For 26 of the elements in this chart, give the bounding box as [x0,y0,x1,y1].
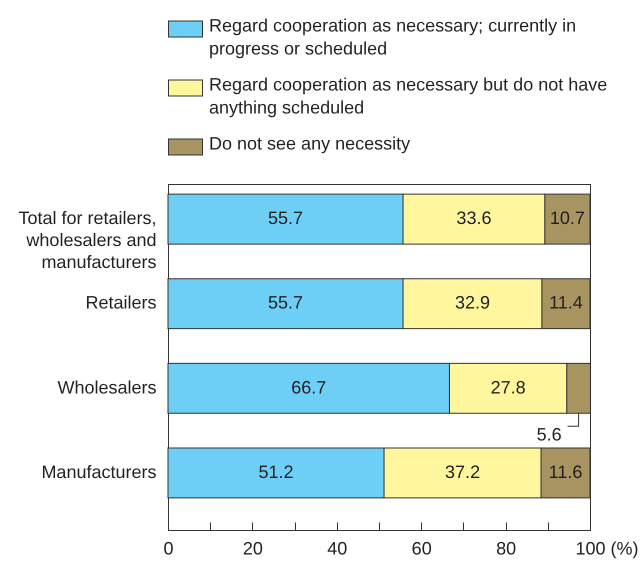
data-label: 11.4 [549,292,583,313]
y-tick-label: Total for retailers, wholesalers and manufacturers [18,208,156,272]
x-tick-label: 40 [327,538,348,558]
x-tick-label: 20 [242,538,263,558]
data-label: 66.7 [291,377,326,398]
data-label: 55.7 [268,208,304,228]
legend-label: Regard cooperation as necessary; currently in progress or scheduled [209,16,576,58]
data-label: 11.6 [548,462,582,482]
legend-label: Do not see any necessity [209,134,410,154]
data-label: 37.2 [445,462,480,482]
data-label: 32.9 [454,292,490,313]
data-label: 55.7 [268,292,304,313]
y-tick-label: Wholesalers [57,377,156,398]
legend-label: Regard cooperation as necessary but do not have anything scheduled [209,74,608,118]
x-axis-title: (%) [610,538,639,558]
data-label: 51.2 [258,462,294,482]
data-label: 27.8 [490,377,526,398]
y-tick-label: Manufacturers [41,462,156,482]
data-label: 5.6 [536,424,562,444]
x-tick-label: 80 [496,538,516,558]
data-label: 10.7 [550,208,585,228]
x-tick-label: 0 [163,538,174,558]
x-tick-label: 60 [412,538,432,558]
data-label: 33.6 [456,208,492,228]
x-tick-label: 100 [575,538,606,558]
y-tick-label: Retailers [85,292,156,313]
